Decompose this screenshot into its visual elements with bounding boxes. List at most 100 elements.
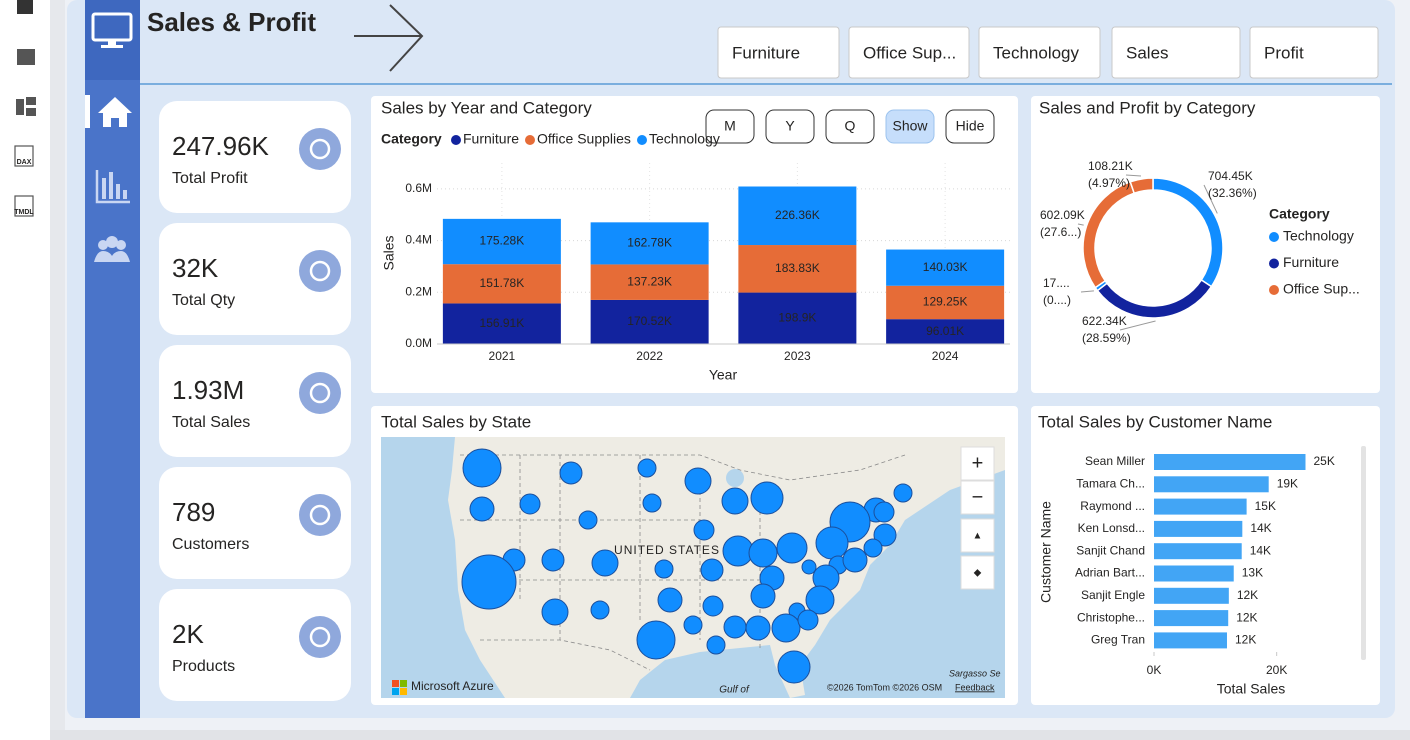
- map-control[interactable]: [960, 446, 995, 481]
- kpi-card: [159, 345, 351, 457]
- chart-icon[interactable]: [95, 170, 130, 204]
- map-bubble[interactable]: [815, 526, 849, 560]
- leader-line: [1080, 290, 1094, 293]
- map-bubble[interactable]: [559, 461, 583, 485]
- map-bubble[interactable]: [700, 558, 724, 582]
- kpi-value: 1.93M: [172, 375, 244, 405]
- slicer-button[interactable]: [1111, 26, 1241, 79]
- x-tick-label: 20K: [1266, 663, 1287, 677]
- map-bubble[interactable]: [745, 615, 771, 641]
- slicer-label: Furniture: [732, 43, 800, 62]
- kpi-value: 247.96K: [172, 131, 270, 161]
- kpi-icon: [299, 494, 341, 536]
- chart-icon-bar: [109, 172, 113, 199]
- data-label-percent: (28.59%): [1082, 331, 1131, 345]
- slicer-label: Office Sup...: [863, 43, 956, 62]
- data-label-percent: (27.6...): [1040, 225, 1081, 239]
- data-label: 140.03K: [923, 260, 968, 274]
- map-bubble[interactable]: [873, 501, 895, 523]
- legend-label: Furniture: [1283, 254, 1339, 270]
- toolbar-label: TMDL: [14, 209, 34, 216]
- y-tick-label: Sanjit Engle: [1081, 588, 1145, 602]
- data-label-percent: (32.36%): [1208, 186, 1257, 200]
- kpi-icon: [299, 616, 341, 658]
- map-bubble[interactable]: [469, 496, 495, 522]
- map-bubble[interactable]: [654, 559, 674, 579]
- toggle-button[interactable]: [945, 109, 995, 144]
- map-bubble[interactable]: [578, 510, 598, 530]
- people-icon[interactable]: [98, 240, 108, 250]
- map-bubble[interactable]: [590, 600, 610, 620]
- toggle-button[interactable]: [765, 109, 815, 144]
- legend-marker: [637, 135, 647, 145]
- map-bubble[interactable]: [873, 523, 897, 547]
- monitor-stand: [108, 40, 116, 46]
- map-bubble[interactable]: [893, 483, 913, 503]
- data-label: 17....: [1043, 276, 1070, 290]
- map-bubble[interactable]: [723, 615, 747, 639]
- map-bubble[interactable]: [805, 585, 835, 615]
- toggle-button[interactable]: [885, 109, 935, 144]
- map-bubble[interactable]: [642, 493, 662, 513]
- bar-segment: [442, 303, 561, 344]
- bar: [1154, 543, 1242, 560]
- people-icon[interactable]: [106, 236, 118, 248]
- map-bubble[interactable]: [750, 583, 776, 609]
- map-control[interactable]: [960, 555, 995, 590]
- map-bubble[interactable]: [801, 559, 817, 575]
- kpi-icon-glyph: [309, 260, 331, 282]
- map-bubble[interactable]: [776, 532, 808, 564]
- people-icon[interactable]: [116, 240, 126, 250]
- map-bubble[interactable]: [750, 481, 784, 515]
- map-bubble[interactable]: [637, 458, 657, 478]
- map-sea-label: Sargasso Se: [949, 668, 1001, 678]
- scrollbar[interactable]: [1361, 446, 1366, 660]
- map-bubble[interactable]: [461, 554, 517, 610]
- data-label: 12K: [1236, 610, 1257, 624]
- legend-marker: [1269, 232, 1279, 242]
- azure-logo: [400, 680, 407, 687]
- slicer-button[interactable]: [1249, 26, 1379, 79]
- map-bubble[interactable]: [519, 493, 541, 515]
- legend-label: Technology: [649, 131, 720, 147]
- azure-logo: [400, 688, 407, 695]
- y-tick-label: Raymond ...: [1080, 499, 1145, 513]
- map-bubble[interactable]: [462, 448, 502, 488]
- map-bubble[interactable]: [541, 548, 565, 572]
- map-bubble[interactable]: [771, 613, 801, 643]
- kpi-card: [159, 467, 351, 579]
- data-label: 129.25K: [923, 295, 968, 309]
- slicer-button[interactable]: [978, 26, 1101, 79]
- map-bubble[interactable]: [748, 538, 778, 568]
- map-bubble[interactable]: [797, 609, 819, 631]
- map-bubble[interactable]: [636, 620, 676, 660]
- map-bubble[interactable]: [722, 535, 754, 567]
- map-bubble[interactable]: [842, 547, 868, 573]
- map-bubble[interactable]: [683, 615, 703, 635]
- toggle-button[interactable]: [825, 109, 875, 144]
- x-axis-title: Total Sales: [1217, 681, 1285, 697]
- home-icon[interactable]: [98, 97, 132, 127]
- data-label: 156.91K: [480, 316, 525, 330]
- map-control[interactable]: [960, 480, 995, 515]
- map-bubble[interactable]: [684, 467, 712, 495]
- toolbar-label: DAX: [17, 159, 32, 166]
- map-bubble[interactable]: [591, 549, 619, 577]
- toggle-button[interactable]: [705, 109, 755, 144]
- kpi-card: [159, 223, 351, 335]
- map-bubble[interactable]: [541, 598, 569, 626]
- map-bubble[interactable]: [657, 587, 683, 613]
- map-bubble[interactable]: [721, 487, 749, 515]
- map-bubble[interactable]: [863, 538, 883, 558]
- kpi-label: Total Profit: [172, 170, 248, 187]
- slicer-button[interactable]: [717, 26, 840, 79]
- map-control[interactable]: [960, 518, 995, 553]
- map-bubble[interactable]: [706, 635, 726, 655]
- map-feedback[interactable]: Feedback: [955, 682, 995, 692]
- map-bubble[interactable]: [693, 519, 715, 541]
- slicer-button[interactable]: [848, 26, 970, 79]
- map-bubble[interactable]: [702, 595, 724, 617]
- map-bubble[interactable]: [777, 650, 811, 684]
- chart-title: Total Sales by Customer Name: [1038, 412, 1272, 431]
- chart-icon-bar: [102, 178, 106, 199]
